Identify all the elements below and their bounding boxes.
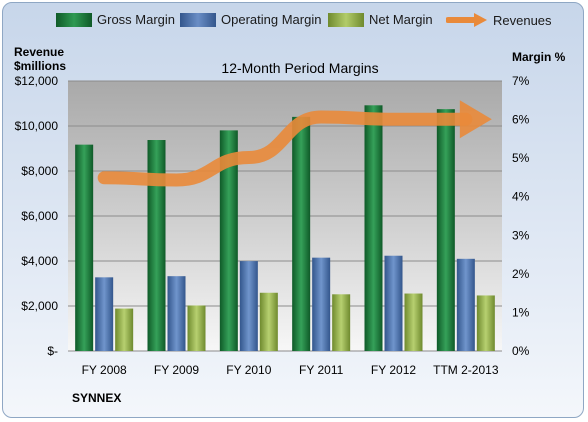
revenues-arrow-icon — [446, 13, 487, 27]
left-tick-label: $2,000 — [21, 299, 58, 313]
left-tick-label: $4,000 — [21, 254, 58, 268]
x-tick-label: FY 2011 — [299, 363, 344, 377]
right-tick-label: 1% — [512, 305, 530, 319]
left-tick-label: $8,000 — [21, 164, 58, 178]
x-axis-ticks: FY 2008 FY 2009 FY 2010 FY 2011 FY 2012 TTM 2… — [82, 363, 499, 377]
revenue-series — [97, 100, 492, 187]
x-tick-label: FY 2012 — [371, 363, 416, 377]
right-tick-label: 7% — [512, 74, 530, 88]
left-tick-label: $10,000 — [15, 119, 59, 133]
company-name: SYNNEX — [72, 391, 122, 405]
gross-margin-swatch — [56, 12, 92, 27]
gross-margin-bar — [292, 116, 311, 351]
x-tick-label: TTM 2-2013 — [433, 363, 499, 377]
operating-margin-bar — [95, 277, 114, 351]
right-tick-label: 6% — [512, 113, 530, 127]
right-tick-label: 2% — [512, 267, 530, 281]
operating-margin-swatch — [180, 12, 216, 27]
gridlines — [68, 80, 502, 352]
net-margin-bar — [115, 308, 134, 351]
net-margin-bar — [476, 295, 495, 351]
gross-margin-bar — [364, 105, 383, 351]
x-tick-label: FY 2010 — [226, 363, 271, 377]
operating-margin-bar — [384, 255, 403, 351]
net-margin-bar — [259, 292, 278, 351]
operating-margin-bar — [167, 276, 186, 351]
legend-label-net-margin: Net Margin — [369, 12, 433, 27]
legend-item-revenues: Revenues — [446, 12, 552, 28]
right-tick-label: 4% — [512, 190, 530, 204]
net-margin-bar — [187, 305, 206, 351]
left-tick-label: $6,000 — [21, 209, 58, 223]
right-tick-label: 0% — [512, 344, 530, 358]
net-margin-bar — [332, 294, 351, 351]
bars — [75, 105, 495, 352]
revenues-arrowhead — [459, 100, 492, 139]
legend-label-revenues: Revenues — [493, 12, 552, 28]
left-axis-title-line-1: Revenue — [14, 45, 65, 59]
gross-margin-bar — [436, 109, 455, 352]
legend-label-gross-margin: Gross Margin — [97, 12, 176, 27]
left-tick-label: $- — [47, 344, 58, 358]
right-tick-label: 3% — [512, 228, 530, 242]
net-margin-bar — [404, 293, 423, 351]
gross-margin-bar — [147, 140, 166, 351]
left-axis-title-line-2: $millions — [14, 59, 67, 73]
x-tick-label: FY 2008 — [82, 363, 127, 377]
legend-item-operating-margin: Operating Margin — [180, 12, 321, 27]
legend-item-gross-margin: Gross Margin — [56, 12, 175, 27]
operating-margin-bar — [312, 257, 331, 351]
operating-margin-bar — [239, 261, 258, 351]
legend: Gross Margin Operating Margin Net Margin… — [0, 12, 588, 36]
left-tick-label: $12,000 — [15, 74, 59, 88]
legend-item-net-margin: Net Margin — [328, 12, 433, 27]
x-tick-label: FY 2009 — [154, 363, 199, 377]
left-axis-ticks: $- $2,000 $4,000 $6,000 $8,000 $10,000 $12,000 — [15, 74, 59, 358]
gross-margin-bar — [219, 130, 238, 351]
right-tick-label: 5% — [512, 151, 530, 165]
left-axis-title: Revenue $millions — [14, 45, 66, 73]
operating-margin-bar — [456, 258, 475, 351]
revenues-line — [97, 110, 473, 187]
gross-margin-bar — [75, 144, 94, 351]
right-axis-title: Margin % — [512, 50, 566, 64]
chart-title: 12-Month Period Margins — [221, 60, 379, 76]
right-axis-ticks: 0% 1% 2% 3% 4% 5% 6% 7% — [512, 74, 530, 358]
net-margin-swatch — [328, 12, 364, 27]
legend-label-operating-margin: Operating Margin — [221, 12, 322, 27]
